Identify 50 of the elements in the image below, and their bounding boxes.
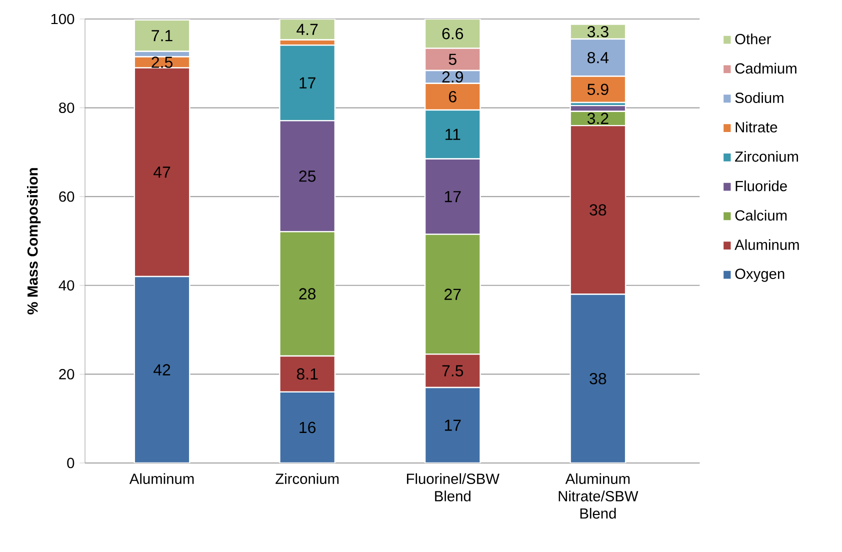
- y-axis-title: % Mass Composition: [27, 168, 41, 314]
- data-label: 8.4: [588, 52, 609, 64]
- x-tick-label: Aluminum Nitrate/SBW Blend: [558, 473, 638, 519]
- legend-label: Aluminum: [734, 239, 799, 250]
- y-tick-label: 100: [51, 14, 74, 24]
- y-tick-label: 40: [58, 280, 74, 291]
- legend-label: Zirconium: [735, 151, 798, 162]
- data-label: 3.2: [587, 112, 608, 124]
- data-label: 3.3: [587, 26, 608, 38]
- legend-label: Oxygen: [735, 268, 784, 282]
- legend-label: Other: [735, 33, 772, 44]
- data-label: 17: [444, 420, 461, 431]
- data-label: 17: [444, 191, 461, 202]
- data-label: 6: [449, 91, 456, 102]
- data-label: 17: [300, 77, 316, 88]
- data-label: 38: [590, 372, 606, 384]
- legend-label: Sodium: [735, 92, 784, 104]
- data-label: 7.5: [442, 365, 464, 376]
- bar: [279, 391, 336, 463]
- data-label: 2.5: [152, 56, 172, 68]
- bar: [424, 386, 481, 463]
- data-label: 7.1: [152, 30, 172, 42]
- bar: [134, 19, 190, 52]
- data-label: 27: [444, 288, 461, 300]
- legend-label: Cadmium: [735, 62, 796, 74]
- x-tick-label: Fluorinel/SBW Blend: [406, 473, 500, 502]
- y-tick-label: 60: [59, 191, 74, 202]
- data-label: 38: [590, 204, 606, 216]
- data-label: 5.9: [587, 84, 608, 96]
- data-label: 4.7: [296, 24, 318, 35]
- data-label: 16: [300, 422, 316, 434]
- x-tick-label: Zirconium: [276, 473, 339, 484]
- legend-label: Calcium: [735, 210, 787, 221]
- data-label: 25: [299, 170, 316, 182]
- data-label: 6.6: [442, 28, 464, 40]
- y-tick-label: 20: [59, 369, 74, 380]
- data-label: 28: [299, 288, 316, 300]
- x-tick-label: Aluminum: [129, 473, 194, 484]
- legend-label: Nitrate: [736, 122, 778, 132]
- data-label: 42: [154, 364, 170, 376]
- y-tick-label: 80: [59, 102, 74, 113]
- y-tick-label: 0: [67, 458, 74, 468]
- legend-label: Fluoride: [736, 180, 787, 192]
- data-label: 2.9: [442, 71, 463, 83]
- data-label: 47: [154, 166, 170, 178]
- bar: [134, 276, 190, 463]
- data-label: 5: [448, 54, 456, 65]
- data-label: 8.1: [296, 368, 318, 380]
- data-label: 11: [446, 128, 460, 140]
- bar: [570, 294, 626, 463]
